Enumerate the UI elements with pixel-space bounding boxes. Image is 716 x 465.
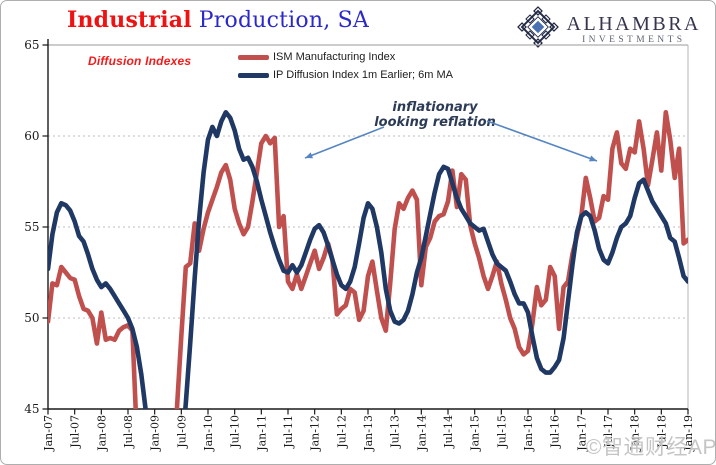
- legend-label-ip: IP Diffusion Index 1m Earlier; 6m MA: [273, 69, 453, 81]
- svg-text:Jul-16: Jul-16: [549, 415, 562, 449]
- page-title: Industrial Production, SA: [67, 7, 369, 33]
- annotation-line-2: looking reflation: [374, 115, 496, 130]
- watermark: ©智通财经APP: [586, 436, 716, 459]
- svg-text:Jan-19: Jan-19: [682, 415, 695, 452]
- legend-item-ism: ISM Manufacturing Index: [238, 48, 453, 66]
- logo-name: ALHAMBRA: [566, 13, 701, 35]
- annotation-line-1: inflationary: [392, 100, 478, 115]
- alhambra-logo: ALHAMBRA INVESTMENTS: [516, 6, 701, 53]
- svg-text:55: 55: [24, 220, 39, 234]
- logo-subname: INVESTMENTS: [582, 35, 686, 45]
- svg-text:45: 45: [24, 402, 39, 416]
- title-rest: Production, SA: [198, 8, 369, 33]
- svg-text:Jul-13: Jul-13: [389, 415, 402, 449]
- svg-text:Jan-18: Jan-18: [629, 415, 642, 452]
- legend-item-ip: IP Diffusion Index 1m Earlier; 6m MA: [238, 66, 453, 84]
- svg-text:Jan-10: Jan-10: [202, 415, 215, 452]
- svg-text:Jan-07: Jan-07: [42, 415, 55, 452]
- svg-text:Jul-11: Jul-11: [282, 415, 295, 449]
- annotation-text: inflationary looking reflation: [357, 100, 513, 130]
- chart-subtitle: Diffusion Indexes: [88, 54, 192, 68]
- svg-text:Jul-08: Jul-08: [122, 415, 135, 449]
- svg-text:Jan-09: Jan-09: [149, 415, 162, 452]
- svg-text:Jul-07: Jul-07: [69, 415, 82, 449]
- svg-text:Jul-10: Jul-10: [229, 415, 242, 449]
- svg-text:Jan-12: Jan-12: [309, 415, 322, 452]
- logo-text: ALHAMBRA INVESTMENTS: [567, 14, 701, 45]
- svg-text:Jul-18: Jul-18: [655, 415, 668, 449]
- svg-text:Jan-15: Jan-15: [469, 415, 482, 452]
- svg-text:Jul-09: Jul-09: [175, 415, 188, 449]
- svg-text:Jan-13: Jan-13: [362, 415, 375, 452]
- svg-text:Jul-12: Jul-12: [335, 415, 348, 449]
- svg-text:Jan-11: Jan-11: [255, 415, 268, 452]
- chart-legend: ISM Manufacturing Index IP Diffusion Ind…: [238, 48, 453, 84]
- svg-text:65: 65: [24, 38, 39, 52]
- svg-text:60: 60: [24, 129, 39, 143]
- title-accent: Industrial: [67, 7, 192, 33]
- svg-text:50: 50: [24, 311, 39, 325]
- svg-text:Jul-15: Jul-15: [495, 415, 508, 449]
- svg-text:Jan-16: Jan-16: [522, 415, 535, 452]
- legend-label-ism: ISM Manufacturing Index: [273, 51, 396, 63]
- legend-swatch-ism: [238, 54, 269, 60]
- legend-swatch-ip: [238, 72, 269, 78]
- svg-text:Jan-08: Jan-08: [95, 415, 108, 452]
- svg-text:Jul-14: Jul-14: [442, 415, 455, 449]
- svg-text:Jul-17: Jul-17: [602, 415, 615, 449]
- svg-text:Jan-14: Jan-14: [415, 415, 428, 452]
- svg-text:Jan-17: Jan-17: [575, 415, 588, 452]
